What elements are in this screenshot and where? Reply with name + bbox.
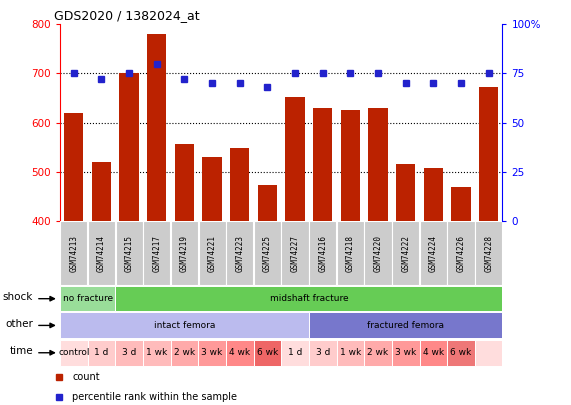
Bar [364, 339, 392, 366]
Bar [143, 339, 171, 366]
Bar [451, 188, 471, 221]
Text: 6 wk: 6 wk [257, 348, 278, 357]
Bar [147, 34, 166, 221]
Bar [60, 312, 309, 339]
Bar [226, 339, 254, 366]
Bar [309, 222, 336, 285]
Text: GSM74216: GSM74216 [318, 234, 327, 272]
Bar [396, 164, 415, 221]
Text: GSM74225: GSM74225 [263, 234, 272, 272]
Text: GSM74226: GSM74226 [456, 234, 465, 272]
Bar [171, 339, 198, 366]
Bar [115, 222, 143, 285]
Bar [143, 222, 170, 285]
Text: GSM74223: GSM74223 [235, 234, 244, 272]
Text: 3 wk: 3 wk [202, 348, 223, 357]
Text: control: control [58, 348, 90, 357]
Bar [337, 222, 364, 285]
Text: count: count [72, 372, 100, 382]
Bar [313, 108, 332, 221]
Bar [368, 108, 388, 221]
Bar [202, 157, 222, 221]
Text: 3 wk: 3 wk [395, 348, 416, 357]
Text: 3 d: 3 d [122, 348, 136, 357]
Text: midshaft fracture: midshaft fracture [270, 294, 348, 303]
Bar [198, 339, 226, 366]
Text: GSM74219: GSM74219 [180, 234, 189, 272]
Bar [309, 312, 502, 339]
Text: shock: shock [3, 292, 33, 303]
Bar [424, 168, 443, 221]
Bar [282, 222, 308, 285]
Text: intact femora: intact femora [154, 321, 215, 330]
Bar [364, 222, 392, 285]
Bar [479, 87, 498, 221]
Bar [258, 185, 277, 221]
Text: 1 d: 1 d [94, 348, 108, 357]
Bar [92, 162, 111, 221]
Text: 6 wk: 6 wk [451, 348, 472, 357]
Bar [336, 339, 364, 366]
Text: GSM74218: GSM74218 [346, 234, 355, 272]
Text: 4 wk: 4 wk [229, 348, 250, 357]
Bar [115, 286, 502, 311]
Text: 1 wk: 1 wk [340, 348, 361, 357]
Text: 2 wk: 2 wk [174, 348, 195, 357]
Bar [226, 222, 254, 285]
Bar [254, 222, 281, 285]
Bar [282, 339, 309, 366]
Bar [420, 339, 447, 366]
Bar [420, 222, 447, 285]
Text: 4 wk: 4 wk [423, 348, 444, 357]
Bar [171, 222, 198, 285]
Text: 2 wk: 2 wk [368, 348, 389, 357]
Bar [286, 97, 305, 221]
Text: no fracture: no fracture [63, 294, 112, 303]
Text: GSM74222: GSM74222 [401, 234, 410, 272]
Bar [119, 73, 139, 221]
Bar [60, 222, 87, 285]
Bar [392, 222, 419, 285]
Bar [60, 339, 87, 366]
Text: 1 wk: 1 wk [146, 348, 167, 357]
Bar [447, 339, 475, 366]
Bar [475, 222, 502, 285]
Text: GSM74224: GSM74224 [429, 234, 438, 272]
Text: fractured femora: fractured femora [367, 321, 444, 330]
Bar [230, 148, 250, 221]
Bar [309, 339, 336, 366]
Text: GSM74214: GSM74214 [97, 234, 106, 272]
Bar [341, 110, 360, 221]
Bar [392, 339, 420, 366]
Text: time: time [9, 346, 33, 356]
Bar [475, 339, 502, 366]
Bar [175, 144, 194, 221]
Bar [254, 339, 281, 366]
Bar [87, 339, 115, 366]
Text: percentile rank within the sample: percentile rank within the sample [72, 392, 237, 401]
Bar [448, 222, 475, 285]
Bar [199, 222, 226, 285]
Text: 3 d: 3 d [316, 348, 330, 357]
Bar [115, 339, 143, 366]
Text: GSM74220: GSM74220 [373, 234, 383, 272]
Text: GSM74215: GSM74215 [124, 234, 134, 272]
Text: GSM74217: GSM74217 [152, 234, 161, 272]
Text: other: other [5, 319, 33, 329]
Text: 1 d: 1 d [288, 348, 302, 357]
Text: GDS2020 / 1382024_at: GDS2020 / 1382024_at [54, 9, 200, 22]
Bar [60, 286, 115, 311]
Text: GSM74221: GSM74221 [208, 234, 216, 272]
Text: GSM74227: GSM74227 [291, 234, 300, 272]
Text: GSM74228: GSM74228 [484, 234, 493, 272]
Text: GSM74213: GSM74213 [69, 234, 78, 272]
Bar [64, 113, 83, 221]
Bar [88, 222, 115, 285]
